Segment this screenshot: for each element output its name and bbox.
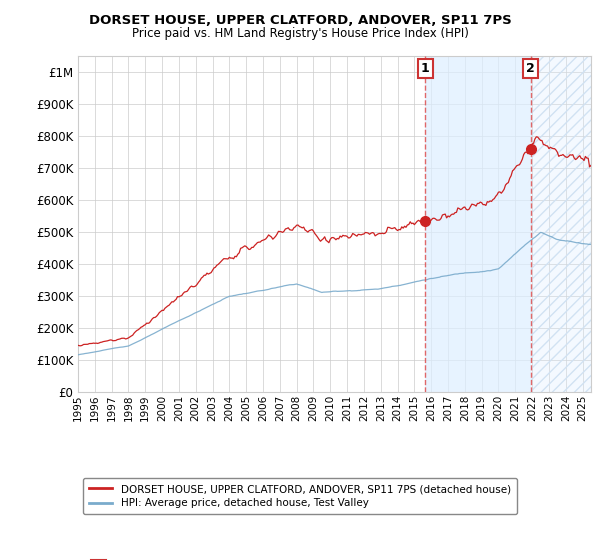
Text: 2: 2 (526, 62, 535, 75)
Bar (425, 56, 531, 392)
Text: Price paid vs. HM Land Registry's House Price Index (HPI): Price paid vs. HM Land Registry's House … (131, 27, 469, 40)
Bar (531, 56, 591, 392)
Legend: DORSET HOUSE, UPPER CLATFORD, ANDOVER, SP11 7PS (detached house), HPI: Average p: DORSET HOUSE, UPPER CLATFORD, ANDOVER, S… (83, 478, 517, 515)
Bar (531, 56, 591, 392)
Text: DORSET HOUSE, UPPER CLATFORD, ANDOVER, SP11 7PS: DORSET HOUSE, UPPER CLATFORD, ANDOVER, S… (89, 14, 511, 27)
Text: 1: 1 (421, 62, 430, 75)
